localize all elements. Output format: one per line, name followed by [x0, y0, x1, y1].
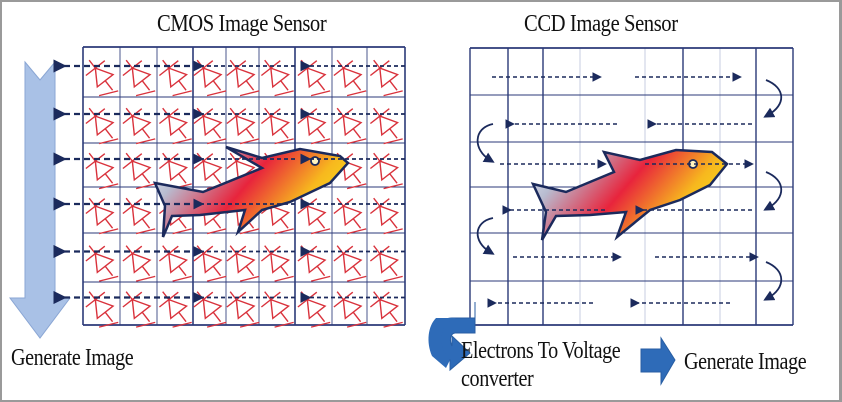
photodiode-icon: [369, 107, 403, 145]
photodiode-icon: [122, 197, 156, 235]
ccd-title: CCD Image Sensor: [524, 11, 678, 37]
photodiode-icon: [333, 197, 367, 235]
photodiode-icon: [333, 291, 367, 328]
photodiode-icon: [297, 59, 331, 97]
photodiode-icon: [369, 152, 403, 190]
photodiode-icon: [85, 291, 119, 328]
cmos-title: CMOS Image Sensor: [157, 11, 327, 37]
ccd-fish-image-icon: [530, 148, 729, 241]
photodiode-icon: [158, 107, 192, 145]
converter-label-line1: Electrons To Voltage: [461, 338, 621, 364]
photodiode-icon: [333, 107, 367, 145]
photodiode-icon: [85, 245, 119, 282]
photodiode-icon: [226, 107, 260, 145]
cmos-fish-image-icon: [152, 145, 350, 238]
curved-shift-arrow-icon: [476, 123, 495, 163]
photodiode-icon: [85, 59, 119, 97]
photodiode-icon: [122, 59, 156, 97]
cmos-output-down-arrow-icon: [9, 60, 71, 339]
curved-shift-arrow-icon: [763, 79, 783, 118]
photodiode-icon: [158, 245, 192, 282]
photodiode-icon: [260, 245, 294, 282]
photodiode-icon: [369, 59, 403, 97]
ccd-pixel-grid: [469, 47, 794, 326]
photodiode-icon: [158, 291, 192, 328]
photodiode-icon: [122, 245, 156, 282]
photodiode-icon: [333, 245, 367, 282]
converter-label-line2: converter: [461, 366, 534, 392]
photodiode-icon: [122, 291, 156, 328]
photodiode-icon: [369, 197, 403, 235]
photodiode-icon: [297, 291, 331, 328]
curved-shift-arrow-icon: [476, 217, 495, 255]
photodiode-icon: [158, 59, 192, 97]
ccd-charge-transfer-arrows: [476, 72, 783, 308]
photodiode-icon: [122, 152, 156, 190]
curved-shift-arrow-icon: [763, 171, 783, 211]
photodiode-icon: [85, 152, 119, 190]
output-right-block-arrow-icon: [640, 336, 676, 386]
cmos-readout-arrows: [53, 59, 405, 305]
photodiode-icon: [297, 245, 331, 282]
photodiode-icon: [369, 245, 403, 282]
converter-curved-arrow-icon: [428, 302, 476, 372]
photodiode-icon: [297, 197, 331, 235]
photodiode-icon: [226, 59, 260, 97]
photodiode-icon: [85, 107, 119, 145]
photodiode-icon: [260, 59, 294, 97]
photodiode-icon: [122, 107, 156, 145]
ccd-generate-image-label: Generate Image: [684, 349, 807, 375]
photodiode-icon: [260, 107, 294, 145]
photodiode-icon: [260, 291, 294, 328]
curved-shift-arrow-icon: [763, 261, 783, 301]
cmos-generate-image-label: Generate Image: [11, 345, 134, 371]
photodiode-icon: [333, 59, 367, 97]
photodiode-icon: [369, 291, 403, 328]
